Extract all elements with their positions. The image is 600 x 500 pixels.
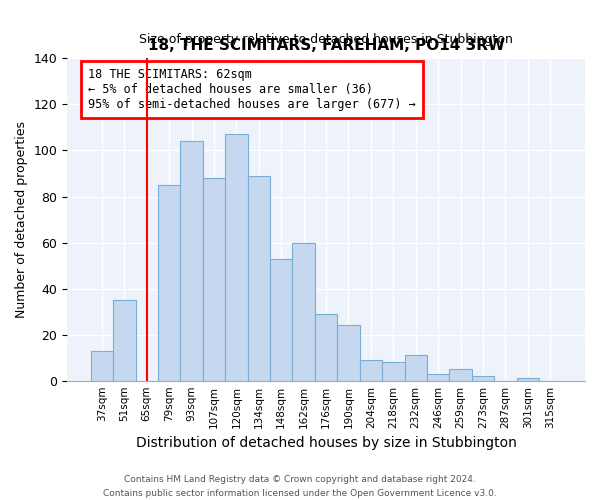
Text: Size of property relative to detached houses in Stubbington: Size of property relative to detached ho…: [139, 32, 513, 46]
Title: 18, THE SCIMITARS, FAREHAM, PO14 3RW: 18, THE SCIMITARS, FAREHAM, PO14 3RW: [148, 38, 505, 53]
Text: Contains HM Land Registry data © Crown copyright and database right 2024.
Contai: Contains HM Land Registry data © Crown c…: [103, 476, 497, 498]
Bar: [337, 326, 360, 380]
Bar: [404, 356, 427, 380]
Bar: [225, 134, 248, 380]
Text: 18 THE SCIMITARS: 62sqm
← 5% of detached houses are smaller (36)
95% of semi-det: 18 THE SCIMITARS: 62sqm ← 5% of detached…: [88, 68, 416, 111]
Bar: [360, 360, 382, 380]
Bar: [382, 362, 404, 380]
Bar: [517, 378, 539, 380]
Bar: [248, 176, 270, 380]
Bar: [315, 314, 337, 380]
Bar: [113, 300, 136, 380]
Bar: [270, 258, 292, 380]
Y-axis label: Number of detached properties: Number of detached properties: [15, 121, 28, 318]
X-axis label: Distribution of detached houses by size in Stubbington: Distribution of detached houses by size …: [136, 436, 517, 450]
Bar: [203, 178, 225, 380]
Bar: [91, 351, 113, 380]
Bar: [158, 185, 181, 380]
Bar: [449, 369, 472, 380]
Bar: [472, 376, 494, 380]
Bar: [292, 242, 315, 380]
Bar: [427, 374, 449, 380]
Bar: [181, 142, 203, 380]
